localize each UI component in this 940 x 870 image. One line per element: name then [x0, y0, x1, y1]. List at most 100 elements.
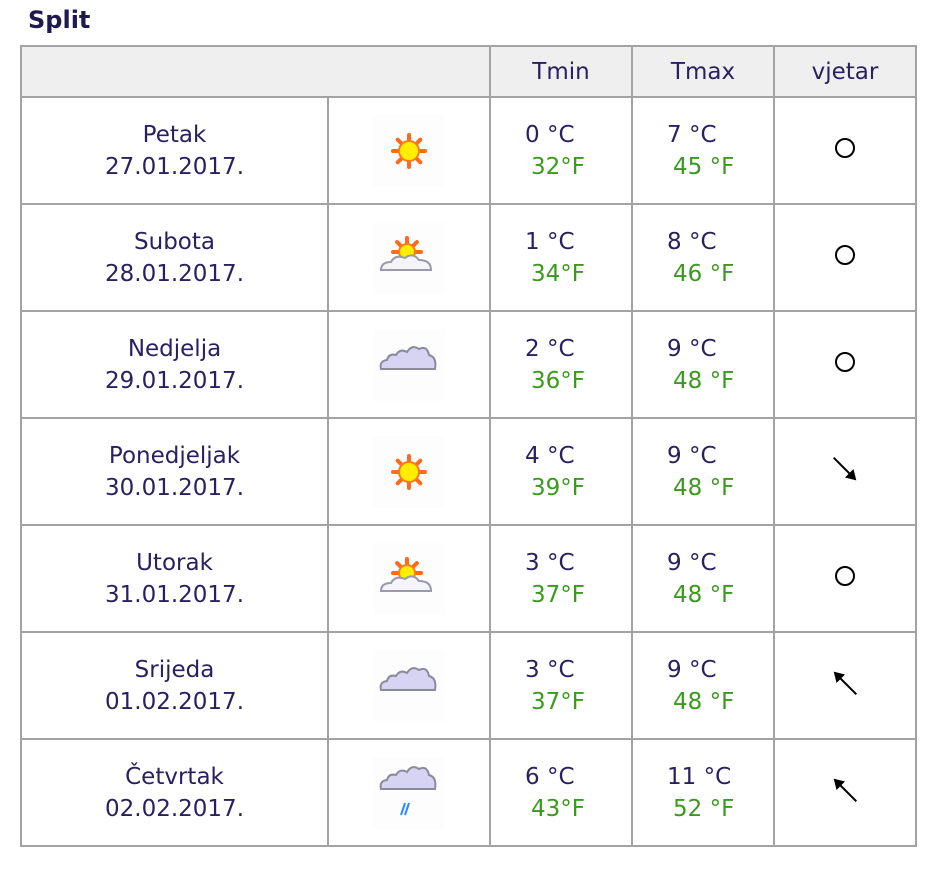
tmin-fahrenheit: 34°F — [531, 260, 585, 287]
arrow-down-right-icon — [825, 456, 865, 495]
tmin-fahrenheit: 37°F — [531, 688, 585, 715]
forecast-row: Utorak 31.01.2017. 3 °C 37°F 9 °C 48 °F — [20, 524, 917, 633]
weather-cell — [327, 96, 491, 205]
day-cell: Petak 27.01.2017. — [20, 96, 329, 205]
arrow-up-left-icon — [825, 671, 865, 709]
clouds-icon — [373, 328, 445, 401]
clouds-rain-icon — [373, 756, 445, 829]
tmax-fahrenheit: 48 °F — [673, 581, 735, 608]
forecast-row: Nedjelja 29.01.2017. 2 °C 36°F 9 °C 48 °F — [20, 310, 917, 419]
day-name: Ponedjeljak — [108, 442, 241, 469]
wind-cell — [773, 96, 917, 205]
tmax-fahrenheit: 48 °F — [673, 367, 735, 394]
tmax-cell: 9 °C 48 °F — [631, 524, 775, 633]
tmin-cell: 4 °C 39°F — [489, 417, 633, 526]
day-cell: Subota 28.01.2017. — [20, 203, 329, 312]
day-name: Subota — [134, 228, 215, 255]
tmax-fahrenheit: 48 °F — [673, 474, 735, 501]
wind-cell — [773, 310, 917, 419]
header-wind: vjetar — [773, 45, 917, 98]
tmin-cell: 3 °C 37°F — [489, 631, 633, 740]
weather-cell — [327, 738, 491, 847]
weather-cell — [327, 417, 491, 526]
tmax-celsius: 9 °C — [667, 335, 717, 362]
day-date: 27.01.2017. — [105, 153, 244, 180]
day-name: Srijeda — [134, 656, 215, 683]
tmax-celsius: 9 °C — [667, 442, 717, 469]
tmin-cell: 2 °C 36°F — [489, 310, 633, 419]
wind-cell — [773, 738, 917, 847]
tmax-fahrenheit: 48 °F — [673, 688, 735, 715]
tmin-cell: 3 °C 37°F — [489, 524, 633, 633]
forecast-row: Četvrtak 02.02.2017. 6 °C 43°F 11 °C 52 °F — [20, 738, 917, 847]
forecast-row: Ponedjeljak 30.01.2017. 4 °C 39°F 9 °C 48 °… — [20, 417, 917, 526]
calm-circle-icon — [825, 137, 865, 174]
day-cell: Utorak 31.01.2017. — [20, 524, 329, 633]
tmin-cell: 6 °C 43°F — [489, 738, 633, 847]
wind-cell — [773, 524, 917, 633]
sun-cloud-icon — [373, 221, 445, 294]
calm-circle-icon — [825, 351, 865, 388]
calm-circle-icon — [825, 244, 865, 281]
tmax-cell: 9 °C 48 °F — [631, 417, 775, 526]
day-date: 28.01.2017. — [105, 260, 244, 287]
weather-cell — [327, 203, 491, 312]
forecast-row: Petak 27.01.2017. 0 °C 32°F 7 °C 45 °F — [20, 96, 917, 205]
tmax-celsius: 9 °C — [667, 656, 717, 683]
arrow-up-left-icon — [825, 778, 865, 816]
day-date: 31.01.2017. — [105, 581, 244, 608]
weather-cell — [327, 310, 491, 419]
weather-cell — [327, 524, 491, 633]
day-cell: Nedjelja 29.01.2017. — [20, 310, 329, 419]
tmin-celsius: 0 °C — [525, 121, 575, 148]
tmin-cell: 1 °C 34°F — [489, 203, 633, 312]
day-date: 29.01.2017. — [105, 367, 244, 394]
tmax-fahrenheit: 45 °F — [673, 153, 735, 180]
day-cell: Ponedjeljak 30.01.2017. — [20, 417, 329, 526]
calm-circle-icon — [825, 565, 865, 602]
day-date: 02.02.2017. — [105, 795, 244, 822]
wind-cell — [773, 203, 917, 312]
tmax-cell: 8 °C 46 °F — [631, 203, 775, 312]
tmax-fahrenheit: 46 °F — [673, 260, 735, 287]
tmin-celsius: 6 °C — [525, 763, 575, 790]
tmin-fahrenheit: 43°F — [531, 795, 585, 822]
tmin-fahrenheit: 39°F — [531, 474, 585, 501]
header-tmax: Tmax — [631, 45, 775, 98]
sun-cloud-icon — [373, 542, 445, 615]
tmin-cell: 0 °C 32°F — [489, 96, 633, 205]
clouds-icon — [373, 649, 445, 722]
tmax-cell: 9 °C 48 °F — [631, 310, 775, 419]
header-tmin: Tmin — [489, 45, 633, 98]
tmin-celsius: 3 °C — [525, 656, 575, 683]
wind-cell — [773, 417, 917, 526]
header-row: Tmin Tmax vjetar — [20, 45, 917, 98]
day-name: Nedjelja — [127, 335, 222, 362]
wind-cell — [773, 631, 917, 740]
day-cell: Četvrtak 02.02.2017. — [20, 738, 329, 847]
day-cell: Srijeda 01.02.2017. — [20, 631, 329, 740]
day-name: Petak — [142, 121, 207, 148]
header-blank — [20, 45, 491, 98]
city-title: Split — [28, 6, 91, 34]
tmax-celsius: 7 °C — [667, 121, 717, 148]
forecast-table: Tmin Tmax vjetar Petak 27.01.2017. 0 °C 32… — [20, 45, 917, 847]
tmax-cell: 11 °C 52 °F — [631, 738, 775, 847]
tmax-fahrenheit: 52 °F — [673, 795, 735, 822]
tmin-celsius: 1 °C — [525, 228, 575, 255]
weather-cell — [327, 631, 491, 740]
day-name: Četvrtak — [125, 763, 224, 790]
tmin-celsius: 2 °C — [525, 335, 575, 362]
sun-icon — [373, 435, 445, 508]
forecast-row: Srijeda 01.02.2017. 3 °C 37°F 9 °C 48 °F — [20, 631, 917, 740]
tmax-cell: 9 °C 48 °F — [631, 631, 775, 740]
day-date: 01.02.2017. — [105, 688, 244, 715]
day-date: 30.01.2017. — [105, 474, 244, 501]
tmin-fahrenheit: 37°F — [531, 581, 585, 608]
day-name: Utorak — [136, 549, 213, 576]
tmax-cell: 7 °C 45 °F — [631, 96, 775, 205]
tmax-celsius: 8 °C — [667, 228, 717, 255]
tmax-celsius: 9 °C — [667, 549, 717, 576]
tmin-celsius: 3 °C — [525, 549, 575, 576]
sun-icon — [373, 114, 445, 187]
